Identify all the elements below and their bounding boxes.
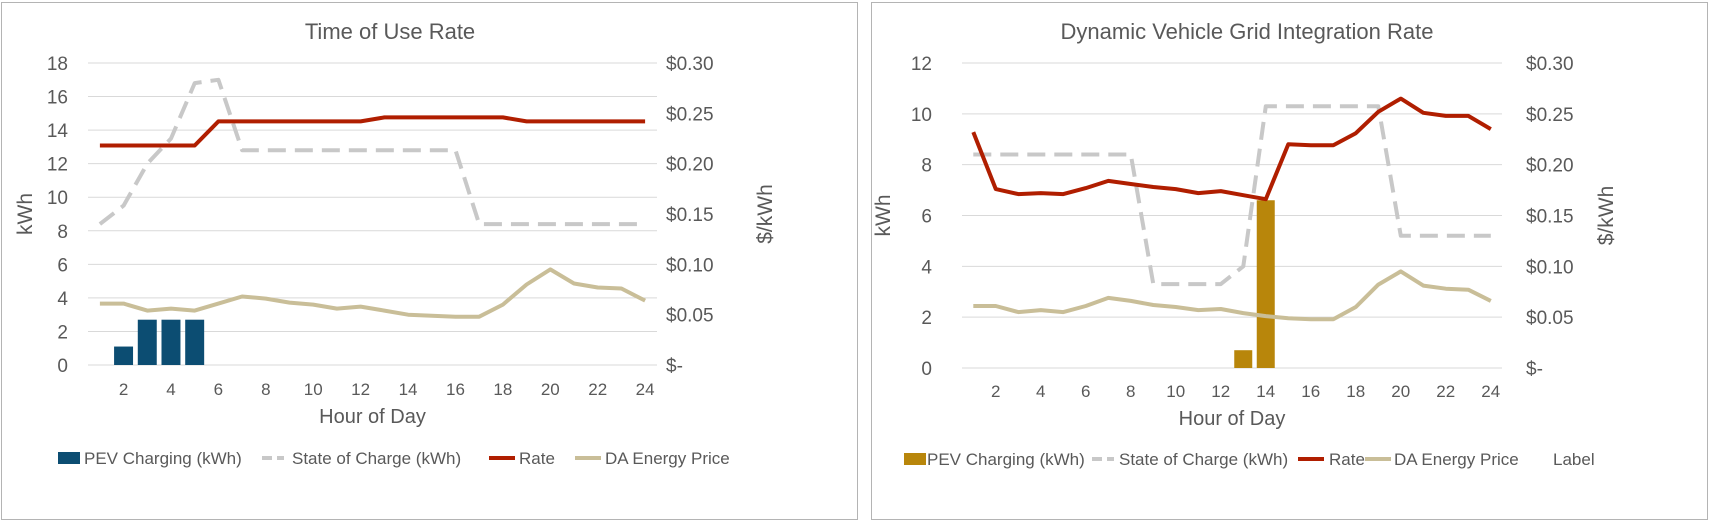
y2-tick-label: $0.20: [1526, 156, 1574, 177]
y2-tick-label: $-: [1526, 359, 1543, 380]
state-of-charge-line: [973, 104, 1491, 287]
rate-line: [971, 96, 1492, 202]
legend: PEV Charging (kWh) State of Charge (kWh) R…: [58, 449, 730, 468]
y2-tick-label: $0.25: [666, 104, 714, 125]
plot-group: Dynamic Vehicle Grid Integration Rate024…: [872, 19, 1618, 469]
x-tick-label: 18: [493, 380, 512, 399]
da-energy-price-line: [973, 269, 1492, 322]
pev-charging-bar: [185, 319, 205, 365]
chart-time-of-use: Time of Use Rate024681012141618$-$0.05$0…: [14, 19, 777, 468]
y2-axis-label: $/kWh: [754, 184, 777, 244]
y2-tick-label: $0.15: [1526, 207, 1574, 228]
x-tick-label: 20: [541, 380, 560, 399]
y2-tick-label: $0.25: [1526, 105, 1574, 126]
x-tick-label: 12: [351, 380, 370, 399]
y-tick-label: 0: [921, 359, 932, 380]
x-tick-label: 4: [1036, 382, 1045, 401]
y-axis-label: kWh: [872, 195, 895, 237]
legend-label: Rate: [519, 449, 555, 468]
chart-dynamic-vgi: Dynamic Vehicle Grid Integration Rate024…: [872, 19, 1618, 469]
y2-tick-label: $0.10: [1526, 257, 1574, 278]
x-tick-label: 24: [636, 380, 655, 399]
y-tick-label: 10: [47, 188, 68, 209]
y-tick-label: 4: [921, 257, 932, 278]
y2-tick-label: $0.05: [1526, 308, 1574, 329]
legend-label: PEV Charging (kWh): [927, 450, 1085, 469]
y-tick-label: 2: [57, 322, 68, 343]
y-tick-label: 2: [921, 308, 932, 329]
y2-axis-label: $/kWh: [1595, 186, 1618, 246]
y-tick-label: 12: [47, 155, 68, 176]
chart-panel-time-of-use: Time of Use Rate 0 2 4 6 8 10 12 14 16 18 $- $0.05 $0…: [1, 2, 858, 520]
x-tick-label: 18: [1346, 382, 1365, 401]
chart-panel-dynamic-vgi: Dynamic Vehicle Grid Integration Rate 0 2 4…: [871, 2, 1708, 520]
x-tick-label: 22: [1436, 382, 1455, 401]
pev-charging-bar: [161, 319, 181, 365]
y-tick-label: 10: [911, 105, 932, 126]
y2-tick-label: $0.30: [666, 54, 714, 75]
legend-label: Label: [1553, 450, 1595, 469]
pev-charging-bar: [137, 319, 157, 365]
y-axis-label: kWh: [14, 193, 37, 235]
chart-title: Time of Use Rate: [305, 19, 475, 44]
legend-swatch-pev-charging: [58, 452, 80, 464]
x-tick-label: 22: [588, 380, 607, 399]
x-tick-label: 2: [991, 382, 1000, 401]
y-tick-label: 0: [57, 356, 68, 377]
y2-tick-label: $0.05: [666, 306, 714, 327]
legend-label: DA Energy Price: [1394, 450, 1519, 469]
legend: PEV Charging (kWh) State of Charge (kWh) R…: [904, 450, 1595, 469]
x-tick-label: 14: [1256, 382, 1275, 401]
y2-tick-label: $0.30: [1526, 54, 1574, 75]
rate-line: [99, 115, 646, 148]
x-tick-label: 10: [1166, 382, 1185, 401]
x-tick-label: 8: [1126, 382, 1135, 401]
da-energy-price-line: [99, 267, 647, 319]
pev-charging-bar: [1234, 350, 1253, 368]
legend-label: State of Charge (kWh): [292, 449, 461, 468]
pev-charging-bar: [1256, 200, 1275, 368]
x-tick-label: 16: [446, 380, 465, 399]
x-tick-label: 6: [1081, 382, 1090, 401]
x-tick-label: 14: [399, 380, 418, 399]
x-tick-label: 8: [261, 380, 270, 399]
pev-charging-bar: [114, 346, 134, 365]
x-tick-label: 2: [119, 380, 128, 399]
y2-tick-label: $0.10: [666, 255, 714, 276]
y2-tick-label: $-: [666, 356, 683, 377]
y2-tick-label: $0.20: [666, 155, 714, 176]
legend-label: DA Energy Price: [605, 449, 730, 468]
plot-group: Time of Use Rate024681012141618$-$0.05$0…: [14, 19, 777, 468]
y-tick-label: 8: [57, 222, 68, 243]
x-tick-label: 4: [166, 380, 175, 399]
x-tick-label: 6: [214, 380, 223, 399]
x-axis-label: Hour of Day: [319, 406, 426, 428]
x-tick-label: 10: [304, 380, 323, 399]
y-tick-label: 18: [47, 54, 68, 75]
legend-label: PEV Charging (kWh): [84, 449, 242, 468]
y-tick-label: 16: [47, 88, 68, 109]
state-of-charge-line: [98, 77, 646, 227]
legend-label: Rate: [1329, 450, 1365, 469]
y-tick-label: 12: [911, 54, 932, 75]
x-axis-label: Hour of Day: [1179, 408, 1286, 430]
y-tick-label: 14: [47, 121, 69, 142]
y2-tick-label: $0.15: [666, 205, 714, 226]
x-tick-label: 20: [1391, 382, 1410, 401]
y-tick-label: 6: [57, 255, 68, 276]
y-tick-label: 8: [921, 156, 932, 177]
x-tick-label: 24: [1481, 382, 1500, 401]
x-tick-label: 16: [1301, 382, 1320, 401]
legend-label: State of Charge (kWh): [1119, 450, 1288, 469]
y-tick-label: 6: [921, 207, 932, 228]
y-tick-label: 4: [57, 289, 68, 310]
legend-swatch-pev-charging: [904, 453, 926, 465]
chart-title: Dynamic Vehicle Grid Integration Rate: [1061, 19, 1434, 44]
x-tick-label: 12: [1211, 382, 1230, 401]
